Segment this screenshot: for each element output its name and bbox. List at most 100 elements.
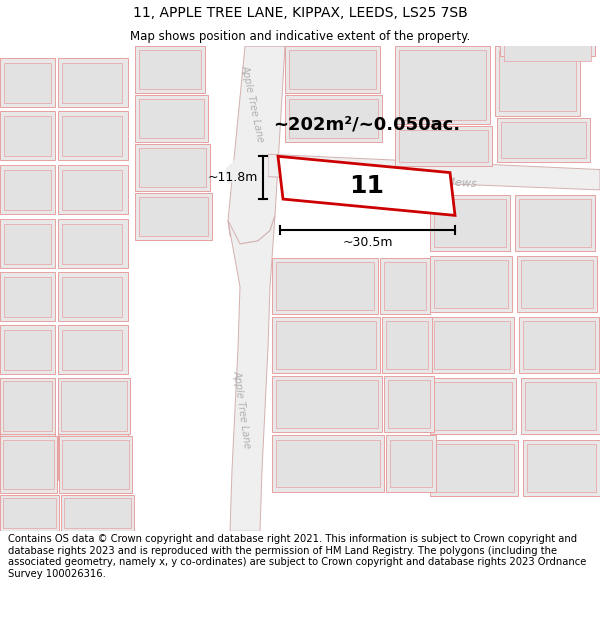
Polygon shape (434, 444, 514, 491)
Polygon shape (58, 219, 128, 268)
Polygon shape (139, 51, 201, 89)
Polygon shape (500, 0, 595, 56)
Polygon shape (62, 169, 122, 210)
Polygon shape (399, 51, 486, 119)
Polygon shape (58, 272, 128, 321)
Polygon shape (384, 262, 426, 310)
Polygon shape (58, 111, 128, 161)
Polygon shape (399, 130, 488, 162)
Text: Map shows position and indicative extent of the property.: Map shows position and indicative extent… (130, 29, 470, 42)
Polygon shape (139, 197, 208, 236)
Polygon shape (285, 46, 380, 93)
Polygon shape (139, 99, 204, 138)
Text: 11, APPLE TREE LANE, KIPPAX, LEEDS, LS25 7SB: 11, APPLE TREE LANE, KIPPAX, LEEDS, LS25… (133, 6, 467, 20)
Polygon shape (517, 256, 597, 312)
Polygon shape (523, 321, 595, 369)
Polygon shape (272, 318, 380, 373)
Polygon shape (62, 224, 122, 264)
Text: Apple Tree Lane: Apple Tree Lane (232, 369, 253, 449)
Polygon shape (139, 148, 206, 187)
Polygon shape (4, 329, 51, 370)
Polygon shape (4, 169, 51, 210)
Polygon shape (268, 154, 600, 190)
Polygon shape (272, 436, 384, 491)
Polygon shape (0, 219, 55, 268)
Polygon shape (3, 381, 52, 431)
Polygon shape (58, 326, 128, 374)
Polygon shape (276, 381, 378, 428)
Polygon shape (384, 376, 434, 432)
Polygon shape (272, 376, 382, 432)
Text: Apple Tree Mews: Apple Tree Mews (383, 174, 478, 189)
Polygon shape (276, 439, 380, 488)
Polygon shape (61, 494, 134, 531)
Polygon shape (135, 193, 212, 240)
Polygon shape (228, 46, 285, 244)
Polygon shape (4, 224, 51, 264)
Text: Contains OS data © Crown copyright and database right 2021. This information is : Contains OS data © Crown copyright and d… (8, 534, 586, 579)
Polygon shape (395, 126, 492, 166)
Polygon shape (504, 8, 591, 61)
Polygon shape (0, 111, 55, 161)
Polygon shape (276, 262, 374, 310)
Polygon shape (289, 51, 376, 89)
Polygon shape (62, 276, 122, 318)
Polygon shape (0, 378, 55, 428)
Polygon shape (501, 122, 586, 158)
Polygon shape (59, 436, 132, 492)
Polygon shape (135, 95, 208, 142)
Polygon shape (382, 318, 432, 373)
Polygon shape (62, 329, 122, 370)
Polygon shape (0, 326, 55, 374)
Polygon shape (390, 439, 432, 488)
Text: ~11.8m: ~11.8m (208, 171, 258, 184)
Polygon shape (3, 439, 54, 489)
Polygon shape (0, 272, 55, 321)
Polygon shape (430, 378, 516, 434)
Polygon shape (62, 439, 129, 489)
Polygon shape (58, 59, 128, 108)
Polygon shape (58, 431, 128, 480)
Polygon shape (0, 436, 57, 492)
Polygon shape (58, 378, 128, 428)
Text: 11: 11 (349, 174, 384, 198)
Polygon shape (380, 258, 430, 314)
Polygon shape (519, 318, 599, 373)
Polygon shape (4, 62, 51, 103)
Polygon shape (278, 156, 455, 216)
Polygon shape (523, 439, 600, 496)
Polygon shape (228, 216, 275, 531)
Polygon shape (434, 199, 506, 247)
Polygon shape (276, 321, 376, 369)
Polygon shape (4, 116, 51, 156)
Polygon shape (519, 199, 591, 247)
Polygon shape (515, 195, 595, 251)
Polygon shape (525, 382, 596, 431)
Polygon shape (64, 498, 131, 528)
Polygon shape (272, 258, 378, 314)
Polygon shape (434, 382, 512, 431)
Polygon shape (4, 276, 51, 318)
Text: ~30.5m: ~30.5m (342, 236, 393, 249)
Polygon shape (386, 436, 436, 491)
Polygon shape (430, 195, 510, 251)
Polygon shape (0, 378, 55, 434)
Polygon shape (0, 431, 55, 480)
Polygon shape (0, 59, 55, 108)
Polygon shape (521, 260, 593, 308)
Polygon shape (386, 321, 428, 369)
Polygon shape (0, 166, 55, 214)
Polygon shape (430, 256, 512, 312)
Polygon shape (285, 95, 382, 142)
Polygon shape (58, 166, 128, 214)
Polygon shape (521, 378, 600, 434)
Polygon shape (289, 99, 378, 138)
Polygon shape (58, 378, 130, 434)
Text: Apple Tree Lane: Apple Tree Lane (240, 64, 266, 143)
Polygon shape (430, 439, 518, 496)
Polygon shape (0, 494, 59, 531)
Polygon shape (135, 144, 210, 191)
Polygon shape (62, 116, 122, 156)
Polygon shape (135, 46, 205, 93)
Polygon shape (430, 318, 514, 373)
